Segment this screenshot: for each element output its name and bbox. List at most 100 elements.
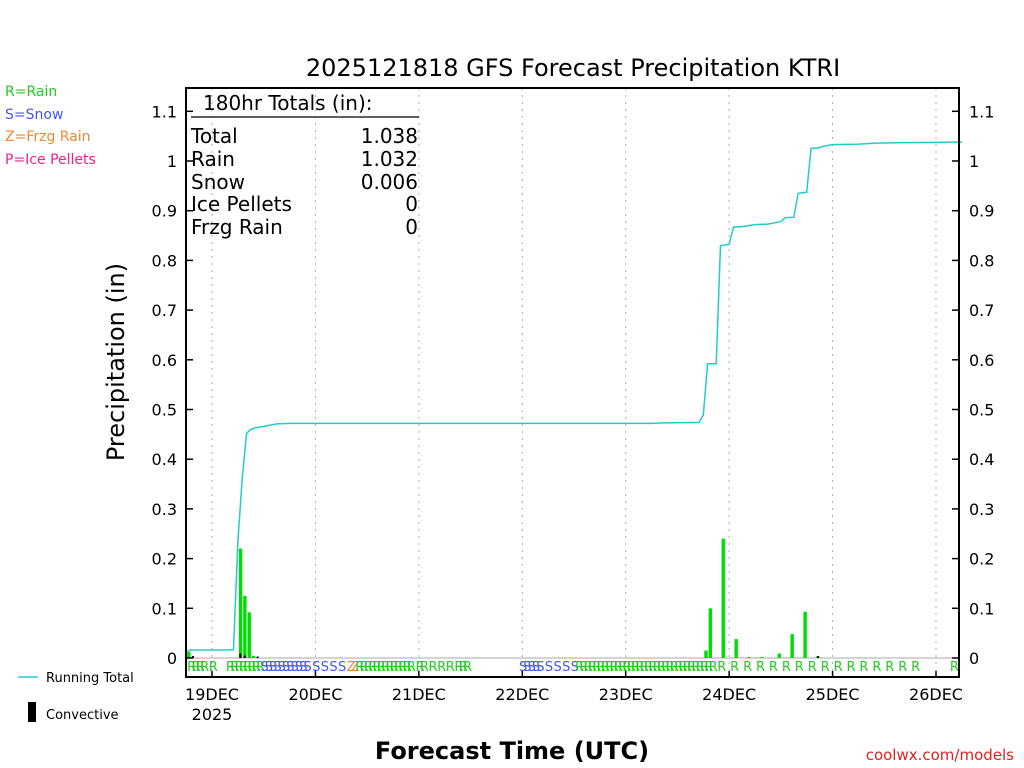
- ptype-marker-86: R: [687, 660, 696, 675]
- convective-bars: [191, 653, 819, 658]
- precip-bar-1: [238, 548, 243, 658]
- ptype-marker-50: R: [463, 660, 472, 675]
- ptype-marker-70: R: [618, 660, 627, 675]
- ptype-marker-108: R: [950, 660, 959, 675]
- ptype-marker-18: S: [282, 660, 290, 675]
- ptype-marker-104: R: [872, 660, 881, 675]
- ptype-marker-61: R: [579, 660, 588, 675]
- y-tick-label-right-1: 0.1: [969, 599, 994, 618]
- ptype-marker-102: R: [847, 660, 856, 675]
- precip-bar-10: [760, 657, 764, 658]
- ptype-marker-68: R: [609, 660, 618, 675]
- ptype-marker-80: R: [661, 660, 670, 675]
- ptype-marker-73: R: [631, 660, 640, 675]
- ptype-marker-99: R: [808, 660, 817, 675]
- precip-bar-8: [734, 639, 738, 658]
- x-axis: 19DEC 20DEC 21DEC 22DEC 23DEC 24DEC 25DEC 26DEC: [185, 671, 963, 704]
- precip-bar-13: [803, 611, 807, 658]
- ptype-marker-47: R: [446, 660, 455, 675]
- ptype-marker-90: R: [704, 660, 713, 675]
- ptype-marker-55: S: [536, 660, 544, 675]
- y-tick-label-right-6: 0.6: [969, 351, 994, 370]
- totals-label-frzg: Frzg Rain: [191, 215, 283, 239]
- ptype-marker-100: R: [821, 660, 830, 675]
- ptype-marker-84: R: [678, 660, 687, 675]
- ptype-marker-76: R: [644, 660, 653, 675]
- ptype-marker-16: S: [273, 660, 281, 675]
- ptype-marker-103: R: [859, 660, 868, 675]
- y-tick-label-left-11: 1.1: [152, 102, 177, 121]
- ptype-marker-33: R: [368, 660, 377, 675]
- y-tick-label-right-2: 0.2: [969, 550, 994, 569]
- totals-label-ice: Ice Pellets: [191, 192, 292, 216]
- ptype-marker-87: R: [691, 660, 700, 675]
- convective-bar-0: [191, 656, 194, 658]
- y-tick-label-left-1: 0.1: [152, 599, 177, 618]
- y-axis-left: 0 0.1 0.2 0.3 0.4 0.5 0.6 0.7 0.8 0.9 1 1.1: [152, 102, 193, 668]
- y-tick-label-right-11: 1.1: [969, 102, 994, 121]
- watermark: coolwx.com/models: [866, 746, 1014, 764]
- totals-label-rain: Rain: [191, 147, 235, 171]
- ptype-marker-40: R: [398, 660, 407, 675]
- running-total-line: [185, 141, 962, 653]
- ptype-marker-5: R: [226, 660, 235, 675]
- legend-convective-swatch: [28, 702, 36, 722]
- y-tick-label-right-10: 1: [969, 152, 979, 171]
- totals-label-total: Total: [190, 124, 238, 148]
- legend-snow: S=Snow: [5, 107, 63, 123]
- x-tick-label-3: 22DEC: [495, 685, 549, 704]
- precip-bar-3: [247, 612, 251, 658]
- y-tick-label-left-4: 0.4: [152, 450, 177, 469]
- y-tick-label-right-8: 0.8: [969, 251, 994, 270]
- grid: [186, 88, 959, 677]
- x-tick-label-6: 25DEC: [806, 685, 860, 704]
- ptype-marker-72: R: [627, 660, 636, 675]
- ptype-marker-23: S: [304, 660, 312, 675]
- x-tick-label-2: 21DEC: [392, 685, 446, 704]
- ptype-marker-94: R: [743, 660, 752, 675]
- ptype-marker-34: R: [372, 660, 381, 675]
- running-total-layer: [185, 141, 962, 653]
- ptype-marker-2: R: [196, 660, 205, 675]
- ptype-marker-81: R: [666, 660, 675, 675]
- ptype-marker-64: R: [592, 660, 601, 675]
- ptype-marker-21: S: [295, 660, 303, 675]
- ptype-marker-59: S: [571, 660, 579, 675]
- y-tick-label-left-7: 0.7: [152, 301, 177, 320]
- x-tick-label-7: 26DEC: [909, 685, 963, 704]
- ptype-marker-44: R: [420, 660, 429, 675]
- precip-bar-11: [777, 653, 781, 658]
- precip-bar-6: [708, 608, 712, 658]
- y-tick-label-right-0: 0: [969, 649, 979, 668]
- ptype-marker-52: S: [523, 660, 531, 675]
- convective-bar-3: [256, 656, 259, 658]
- ptype-marker-48: R: [454, 660, 463, 675]
- ptype-marker-41: R: [403, 660, 412, 675]
- ptype-marker-24: S: [312, 660, 320, 675]
- y-tick-label-right-5: 0.5: [969, 401, 994, 420]
- totals-value-total: 1.038: [361, 124, 418, 148]
- ptype-marker-22: S: [299, 660, 307, 675]
- series-legend: Running Total Convective: [18, 671, 134, 723]
- legend-convective-label: Convective: [46, 708, 119, 723]
- ptype-marker-67: R: [605, 660, 614, 675]
- ptype-marker-91: R: [709, 660, 718, 675]
- precip-bar-12: [790, 634, 794, 658]
- legend-ice-pellets: P=Ice Pellets: [5, 152, 96, 168]
- ptype-marker-71: R: [622, 660, 631, 675]
- ptype-marker-42: R: [407, 660, 416, 675]
- y-tick-label-left-5: 0.5: [152, 401, 177, 420]
- ptype-marker-93: R: [730, 660, 739, 675]
- precip-bar-5: [704, 650, 708, 658]
- ptype-marker-35: R: [377, 660, 386, 675]
- x-tick-label-1: 20DEC: [288, 685, 342, 704]
- ptype-marker-12: R: [256, 660, 265, 675]
- totals-value-snow: 0.006: [361, 170, 418, 194]
- ptype-marker-11: R: [252, 660, 261, 675]
- ptype-marker-53: S: [528, 660, 536, 675]
- ptype-marker-107: R: [911, 660, 920, 675]
- y-tick-label-right-9: 0.9: [969, 202, 994, 221]
- totals-heading: 180hr Totals (in):: [203, 91, 373, 115]
